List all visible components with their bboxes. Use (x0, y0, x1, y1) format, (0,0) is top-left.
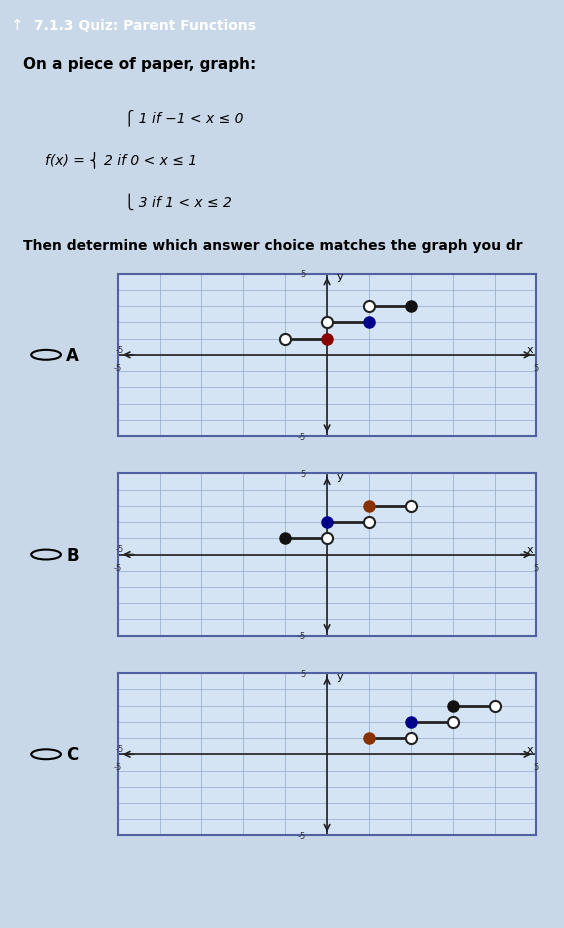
Text: ⎩ 3 if 1 < x ≤ 2: ⎩ 3 if 1 < x ≤ 2 (124, 193, 232, 210)
Text: On a piece of paper, graph:: On a piece of paper, graph: (23, 58, 256, 72)
Text: ↑: ↑ (11, 18, 24, 33)
Text: f(x) = ⎨ 2 if 0 < x ≤ 1: f(x) = ⎨ 2 if 0 < x ≤ 1 (45, 151, 197, 168)
Text: 5: 5 (534, 763, 539, 771)
Text: -5: -5 (116, 345, 124, 354)
Text: -5: -5 (116, 744, 124, 754)
Text: x: x (527, 544, 534, 554)
Text: A: A (66, 346, 79, 365)
Text: y: y (336, 272, 343, 282)
Text: -5: -5 (298, 432, 306, 441)
Text: -5: -5 (113, 364, 122, 372)
Text: y: y (336, 671, 343, 681)
Text: 7.1.3 Quiz: Parent Functions: 7.1.3 Quiz: Parent Functions (34, 19, 256, 32)
Text: 5: 5 (534, 563, 539, 572)
Text: Then determine which answer choice matches the graph you dr: Then determine which answer choice match… (23, 239, 522, 253)
Text: y: y (336, 471, 343, 482)
Text: -5: -5 (116, 545, 124, 554)
Text: 5: 5 (301, 470, 306, 478)
Text: 5: 5 (301, 270, 306, 278)
Text: -5: -5 (298, 632, 306, 640)
Text: -5: -5 (298, 831, 306, 840)
Text: C: C (66, 745, 78, 764)
Text: x: x (527, 743, 534, 754)
Text: 5: 5 (301, 669, 306, 677)
Text: B: B (66, 546, 79, 564)
Text: x: x (527, 344, 534, 354)
Text: ⎧ 1 if −1 < x ≤ 0: ⎧ 1 if −1 < x ≤ 0 (124, 110, 244, 126)
Text: -5: -5 (113, 763, 122, 771)
Text: -5: -5 (113, 563, 122, 572)
Text: 5: 5 (534, 364, 539, 372)
